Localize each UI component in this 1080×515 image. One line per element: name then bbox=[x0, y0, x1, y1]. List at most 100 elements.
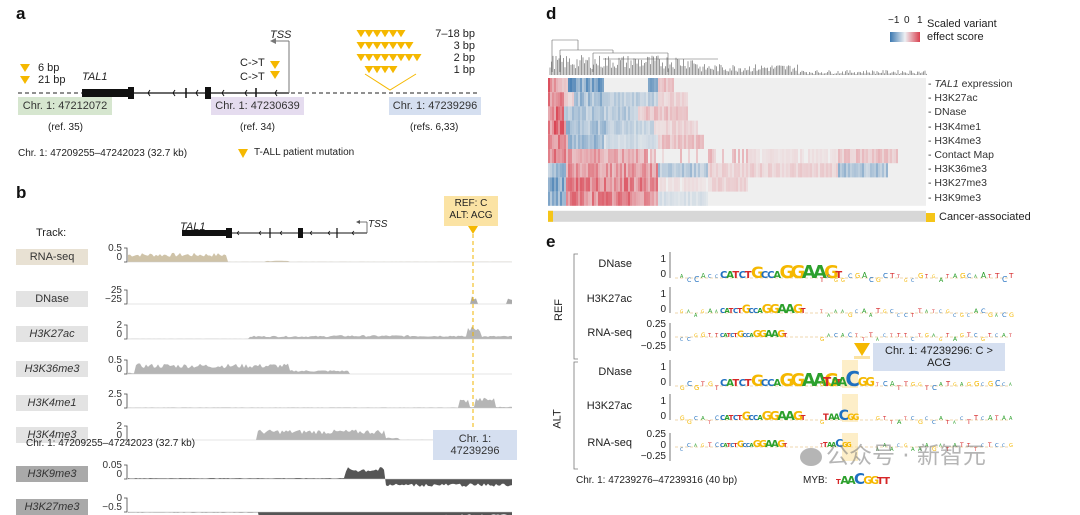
heatmap-cell bbox=[654, 191, 656, 206]
heatmap-cell bbox=[550, 191, 552, 206]
logo-letter-small: A bbox=[953, 273, 958, 280]
heatmap-cell bbox=[628, 92, 630, 107]
heatmap-cell bbox=[740, 177, 742, 192]
heatmap-cell bbox=[600, 191, 602, 206]
heatmap-cell bbox=[688, 163, 690, 178]
heatmap-cell bbox=[630, 134, 632, 149]
heatmap-cell bbox=[634, 120, 636, 135]
heatmap-cell bbox=[658, 191, 660, 206]
heatmap-cell bbox=[674, 191, 676, 206]
heatmap-cell bbox=[780, 163, 782, 178]
heatmap-cell bbox=[674, 120, 676, 135]
colorbar-title-2: effect score bbox=[927, 31, 984, 43]
heatmap-cell bbox=[560, 92, 562, 107]
logo-letter-small: T bbox=[924, 274, 928, 280]
logo-letter-small: C bbox=[855, 309, 858, 315]
heatmap-cell bbox=[580, 177, 582, 192]
panel-a-gene-diagram bbox=[18, 30, 480, 99]
logo-letter-small: C bbox=[932, 420, 936, 426]
heatmap-cell bbox=[866, 149, 868, 164]
heatmap-cell bbox=[654, 163, 656, 178]
logo-letter-small: G bbox=[687, 419, 692, 426]
heatmap-cell bbox=[738, 177, 740, 192]
heatmap-cell bbox=[738, 149, 740, 164]
axis-tick: −0.25 bbox=[640, 341, 666, 352]
indel-marker bbox=[396, 54, 406, 62]
logo-letter: A bbox=[723, 443, 728, 449]
heatmap-cell bbox=[652, 78, 654, 93]
heatmap-cell bbox=[702, 191, 704, 206]
heatmap-cell bbox=[864, 149, 866, 164]
logo-letter: C bbox=[839, 408, 849, 424]
logo-letter: C bbox=[746, 333, 750, 339]
logo-letter: G bbox=[793, 408, 803, 423]
heatmap-cell bbox=[688, 149, 690, 164]
logo-letter: A bbox=[749, 333, 754, 339]
panel-a-label: a bbox=[16, 4, 26, 23]
heatmap-cell bbox=[672, 163, 674, 178]
heatmap-cell bbox=[586, 120, 588, 135]
heatmap-cell bbox=[788, 163, 790, 178]
logo-letter-small: A bbox=[1009, 416, 1013, 422]
variant-marker bbox=[468, 226, 478, 234]
logo-letter: G bbox=[847, 412, 854, 422]
logo-letter-small: T bbox=[707, 420, 711, 425]
logo-letter-small: A bbox=[925, 443, 929, 449]
heatmap-cell bbox=[562, 134, 564, 149]
heatmap-cell bbox=[692, 177, 694, 192]
heatmap-cell bbox=[592, 177, 594, 192]
heatmap-cell bbox=[708, 177, 710, 192]
heatmap-cell bbox=[562, 191, 564, 206]
heatmap-cell bbox=[606, 106, 608, 121]
heatmap-cell bbox=[702, 134, 704, 149]
indel-marker bbox=[396, 42, 406, 50]
region-label-b: Chr. 1: 47209255–47242023 (32.7 kb) bbox=[26, 438, 196, 449]
heatmap-cell bbox=[734, 163, 736, 178]
heatmap-cell bbox=[552, 191, 554, 206]
heatmap-cell bbox=[608, 134, 610, 149]
logo-letter: G bbox=[865, 375, 875, 389]
heatmap-cell bbox=[648, 177, 650, 192]
heatmap-cell bbox=[642, 134, 644, 149]
axis-top: 2.5 bbox=[108, 389, 122, 400]
heatmap-cell bbox=[552, 92, 554, 107]
heatmap-cell bbox=[680, 92, 682, 107]
heatmap-cell bbox=[632, 92, 634, 107]
mutation-marker-mid bbox=[270, 61, 280, 69]
logo-letter: C bbox=[720, 378, 727, 389]
indel-marker bbox=[404, 54, 414, 62]
heatmap-cell bbox=[582, 120, 584, 135]
heatmap-cell bbox=[556, 177, 558, 192]
heatmap-cell bbox=[686, 163, 688, 178]
logo-letter-small: A bbox=[827, 313, 831, 319]
heatmap-cell bbox=[704, 163, 706, 178]
indel-marker bbox=[372, 42, 382, 50]
logo-letter-small: T bbox=[945, 274, 950, 280]
heatmap-cell bbox=[742, 163, 744, 178]
heatmap-cell bbox=[696, 163, 698, 178]
heatmap-cell bbox=[604, 120, 606, 135]
logo-letter-small: A bbox=[918, 447, 922, 453]
heatmap-cell bbox=[610, 134, 612, 149]
heatmap-cell bbox=[820, 163, 822, 178]
heatmap-cell bbox=[692, 163, 694, 178]
heatmap-cell bbox=[840, 149, 842, 164]
heatmap-cell bbox=[556, 92, 558, 107]
mutation-change-1: C->T bbox=[240, 57, 265, 69]
logo-letter: A bbox=[802, 262, 816, 283]
heatmap-cell bbox=[548, 149, 550, 164]
heatmap-cell bbox=[744, 177, 746, 192]
heatmap-cell bbox=[674, 92, 676, 107]
heatmap-cell bbox=[618, 92, 620, 107]
heatmap-cell bbox=[762, 149, 764, 164]
logo-letter: C bbox=[761, 378, 768, 389]
heatmap-cell bbox=[608, 106, 610, 121]
axis-tick: 0 bbox=[660, 304, 666, 315]
heatmap-cell bbox=[640, 149, 642, 164]
heatmap-cell bbox=[858, 163, 860, 178]
mutation-change-2: C->T bbox=[240, 71, 265, 83]
axis-top: 0.5 bbox=[108, 243, 122, 254]
heatmap-cell bbox=[778, 163, 780, 178]
heatmap-cell bbox=[642, 149, 644, 164]
heatmap-cell bbox=[632, 134, 634, 149]
